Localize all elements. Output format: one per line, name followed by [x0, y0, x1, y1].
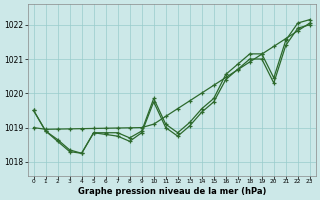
X-axis label: Graphe pression niveau de la mer (hPa): Graphe pression niveau de la mer (hPa) — [77, 187, 266, 196]
